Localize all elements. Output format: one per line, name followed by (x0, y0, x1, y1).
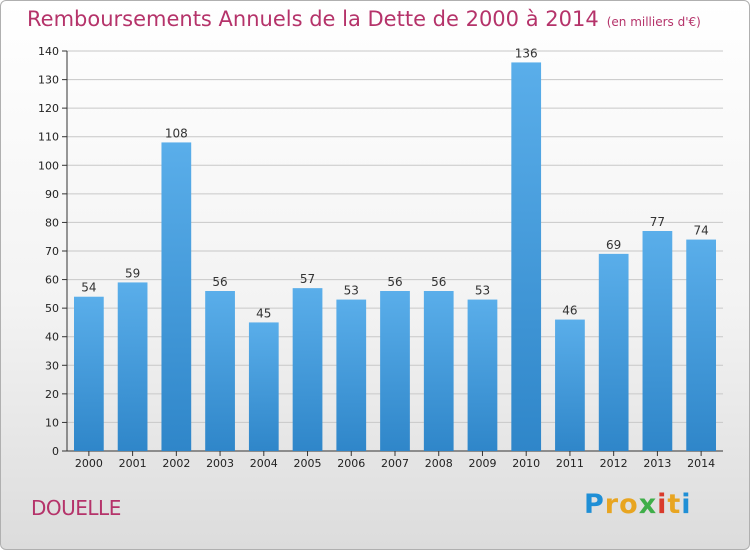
bar-value-label: 108 (165, 126, 188, 140)
y-tick-label: 40 (45, 331, 59, 344)
x-tick-label: 2000 (75, 457, 103, 470)
bar-2013 (642, 231, 673, 451)
y-tick-label: 100 (38, 159, 59, 172)
y-tick-label: 10 (45, 416, 59, 429)
x-tick-label: 2008 (425, 457, 453, 470)
bar-2004 (248, 322, 279, 451)
logo-letter: r (604, 489, 620, 520)
chart-subtitle: (en milliers d'€) (606, 15, 701, 29)
x-tick-label: 2002 (162, 457, 190, 470)
bar-2012 (598, 253, 629, 451)
bar-2006 (336, 299, 367, 451)
x-tick-label: 2014 (687, 457, 715, 470)
bar-2000 (73, 296, 104, 451)
y-tick-label: 70 (45, 245, 59, 258)
x-tick-label: 2013 (643, 457, 671, 470)
commune-name: DOUELLE (31, 496, 121, 520)
y-tick-label: 50 (45, 302, 59, 315)
logo-letter: i (681, 489, 692, 520)
logo-letter: P (584, 489, 605, 520)
bar-2014 (686, 239, 717, 451)
x-tick-label: 2004 (250, 457, 278, 470)
bar-value-label: 59 (125, 266, 140, 280)
bar-value-label: 69 (606, 238, 621, 252)
bar-2011 (555, 319, 585, 451)
logo-letter: x (638, 489, 658, 520)
bar-2005 (292, 288, 323, 451)
x-tick-label: 2005 (294, 457, 322, 470)
bar-2003 (205, 291, 235, 451)
x-tick-label: 2003 (206, 457, 234, 470)
bar-value-label: 46 (562, 304, 577, 318)
y-tick-label: 60 (45, 274, 59, 287)
y-tick-label: 80 (45, 216, 59, 229)
x-tick-label: 2010 (512, 457, 540, 470)
y-tick-label: 130 (38, 74, 59, 87)
x-tick-label: 2009 (468, 457, 496, 470)
bar-value-label: 45 (256, 306, 271, 320)
y-tick-label: 110 (38, 131, 59, 144)
bar-value-label: 53 (344, 284, 359, 298)
y-tick-label: 140 (38, 45, 59, 58)
chart-title-text: Remboursements Annuels de la Dette de 20… (27, 7, 599, 31)
y-tick-label: 0 (52, 445, 59, 458)
y-tick-label: 20 (45, 388, 59, 401)
bar-2009 (467, 299, 498, 451)
bar-value-label: 54 (81, 281, 96, 295)
bar-2001 (117, 282, 148, 451)
bar-2002 (161, 142, 192, 451)
x-tick-label: 2011 (556, 457, 584, 470)
label-layer: 0 10 20 30 40 50 60 70 80 90 100 110 120 130 140 54 2000… (38, 45, 715, 470)
chart-title: Remboursements Annuels de la Dette de 20… (27, 7, 701, 31)
bar-value-label: 136 (515, 46, 538, 60)
bar-value-label: 57 (300, 272, 315, 286)
bar-value-label: 56 (431, 275, 446, 289)
y-tick-label: 90 (45, 188, 59, 201)
bar-2007 (380, 291, 410, 451)
y-tick-label: 120 (38, 102, 59, 115)
bar-2008 (423, 291, 454, 451)
logo-letter: o (619, 489, 639, 520)
bar-2010 (511, 62, 542, 452)
x-tick-label: 2001 (119, 457, 147, 470)
y-tick-label: 30 (45, 359, 59, 372)
bar-value-label: 56 (212, 275, 227, 289)
x-tick-label: 2007 (381, 457, 409, 470)
proxiti-logo: Proxiti (584, 489, 692, 520)
bar-value-label: 56 (387, 275, 402, 289)
bar-value-label: 53 (475, 284, 490, 298)
logo-letter: t (667, 489, 682, 520)
bar-layer (73, 62, 717, 452)
bar-value-label: 77 (650, 215, 665, 229)
x-tick-label: 2006 (337, 457, 365, 470)
bar-value-label: 74 (693, 224, 708, 238)
x-tick-label: 2012 (600, 457, 628, 470)
logo-letter: i (657, 489, 668, 520)
